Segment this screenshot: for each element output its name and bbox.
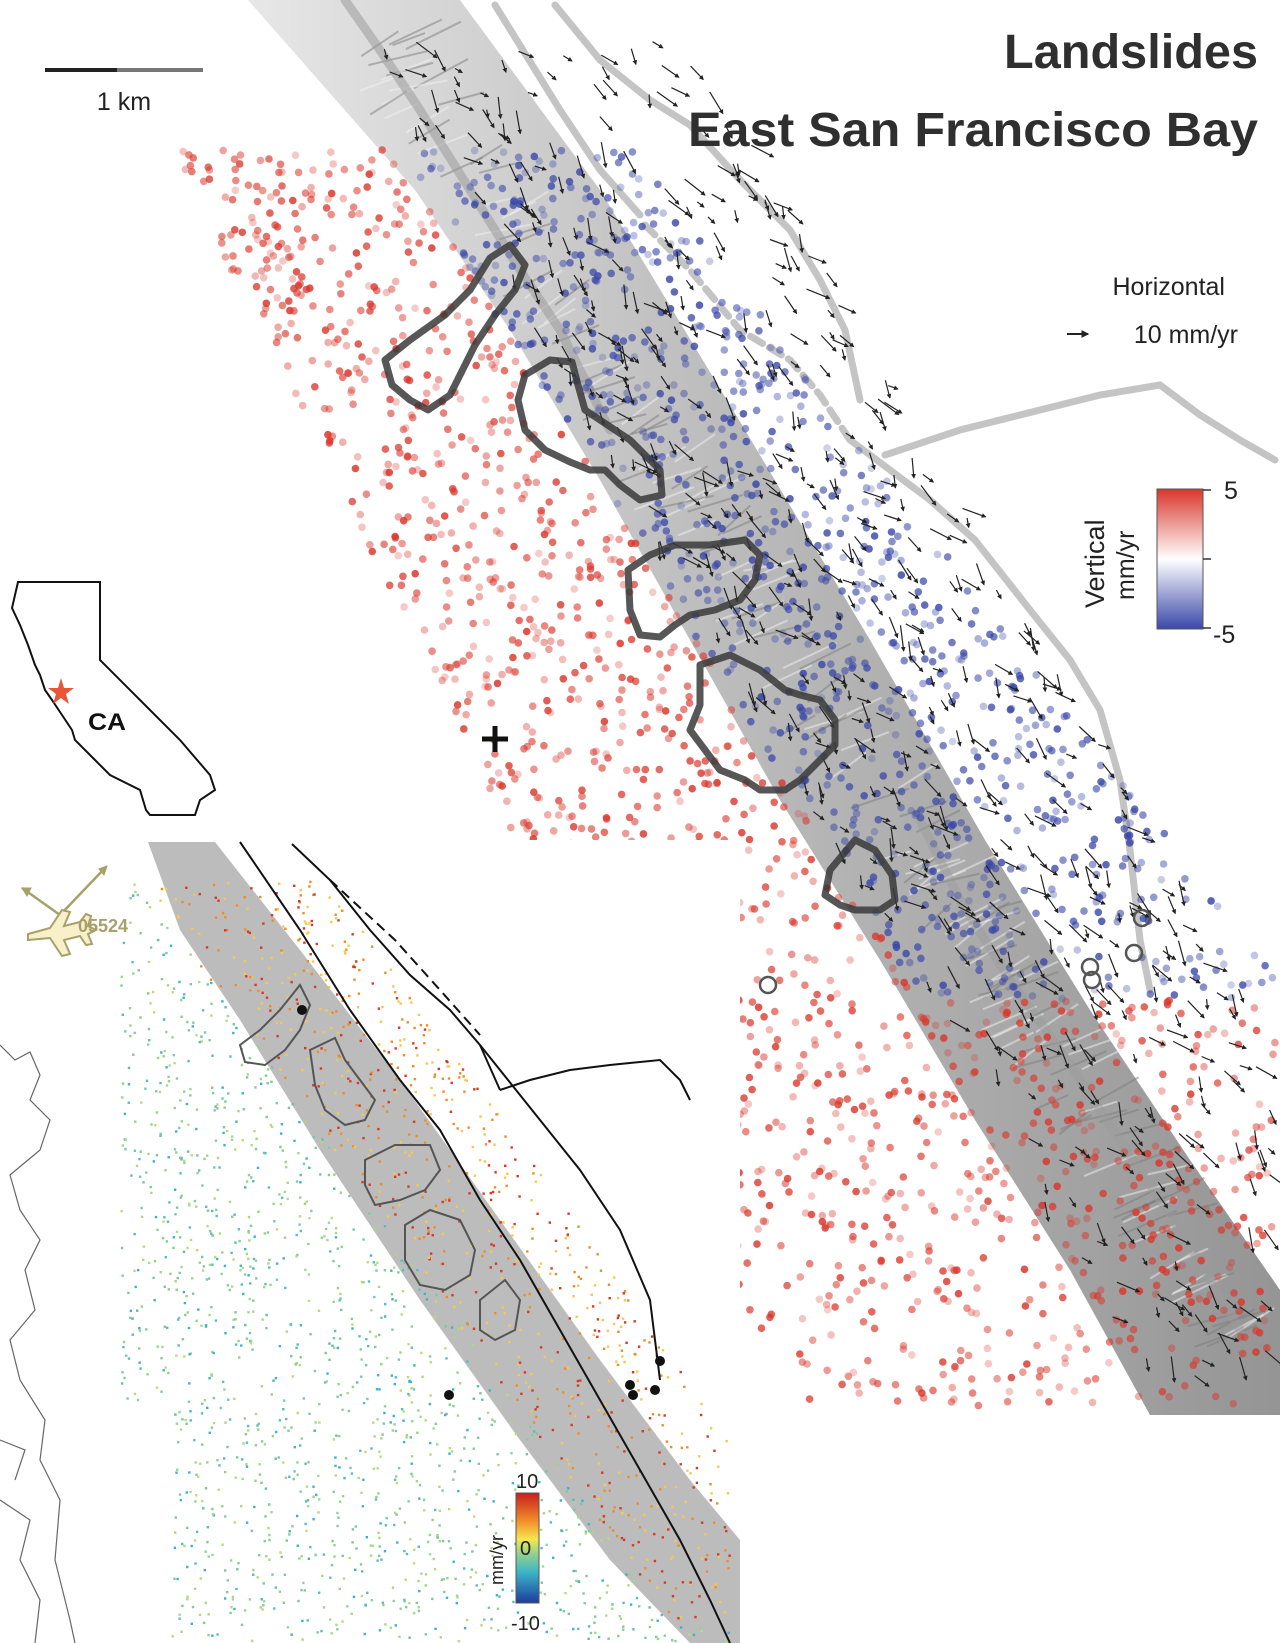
- landslide-outlines: [381, 241, 899, 914]
- vertical-velocity-legend: 5 -5 Vertical mm/yr: [1080, 477, 1238, 649]
- scale-bar: 1 km: [45, 68, 203, 116]
- vertical-colorbar: [1156, 488, 1204, 630]
- open-circle-markers: [758, 908, 1152, 995]
- inset-coastline: [0, 1044, 76, 1643]
- inset-black-dots: [297, 1005, 665, 1400]
- vertical-colorbar-max: 5: [1224, 477, 1238, 505]
- horizontal-legend-arrow-label: 10 mm/yr: [1134, 321, 1238, 349]
- california-locator-inset: CA: [10, 581, 217, 816]
- map-title-line-2: East San Francisco Bay: [688, 104, 1258, 157]
- california-outline: [10, 581, 217, 816]
- horizontal-legend-title: Horizontal: [1112, 273, 1225, 301]
- satellite-track-icon: [21, 865, 108, 958]
- landslide-outline: [821, 836, 899, 914]
- map-title-line-1: Landslides: [1004, 26, 1258, 79]
- inset-colorbar-legend: 10 0 -10 mm/yr: [487, 1471, 540, 1635]
- inset-velocity-points: [120, 880, 731, 1643]
- state-marker-star-icon: [48, 678, 74, 704]
- reference-cross-icon: [482, 726, 508, 752]
- shaded-relief-band: [248, 0, 1280, 1415]
- inset-colorbar-max: 10: [516, 1471, 538, 1493]
- inset-colorbar: [515, 1492, 540, 1604]
- horizontal-velocity-legend: Horizontal 10 mm/yr: [1067, 273, 1238, 349]
- landslide-outline: [686, 651, 839, 794]
- landslide-outline: [514, 356, 666, 504]
- airplane-icon: [27, 908, 99, 958]
- inset-relief-band: [148, 842, 740, 1643]
- inset-landslide-outlines: [238, 983, 522, 1342]
- state-label: CA: [88, 709, 126, 736]
- insar-inset-map: 05524 10 0 -10 mm/yr: [0, 840, 740, 1643]
- horizontal-velocity-arrows: [383, 41, 1280, 1387]
- vertical-legend-title: Vertical: [1080, 519, 1110, 608]
- satellite-track-label: 05524: [78, 916, 128, 936]
- scale-bar-label: 1 km: [97, 88, 151, 116]
- inset-colorbar-unit: mm/yr: [487, 1535, 507, 1585]
- inset-colorbar-zero: 0: [520, 1538, 531, 1560]
- vertical-colorbar-min: -5: [1213, 621, 1235, 649]
- landslide-outline: [381, 241, 529, 414]
- inset-colorbar-min: -10: [511, 1613, 540, 1635]
- vertical-legend-unit: mm/yr: [1112, 531, 1140, 600]
- inset-fault-lines: [239, 841, 731, 1643]
- landslide-outline: [624, 536, 764, 641]
